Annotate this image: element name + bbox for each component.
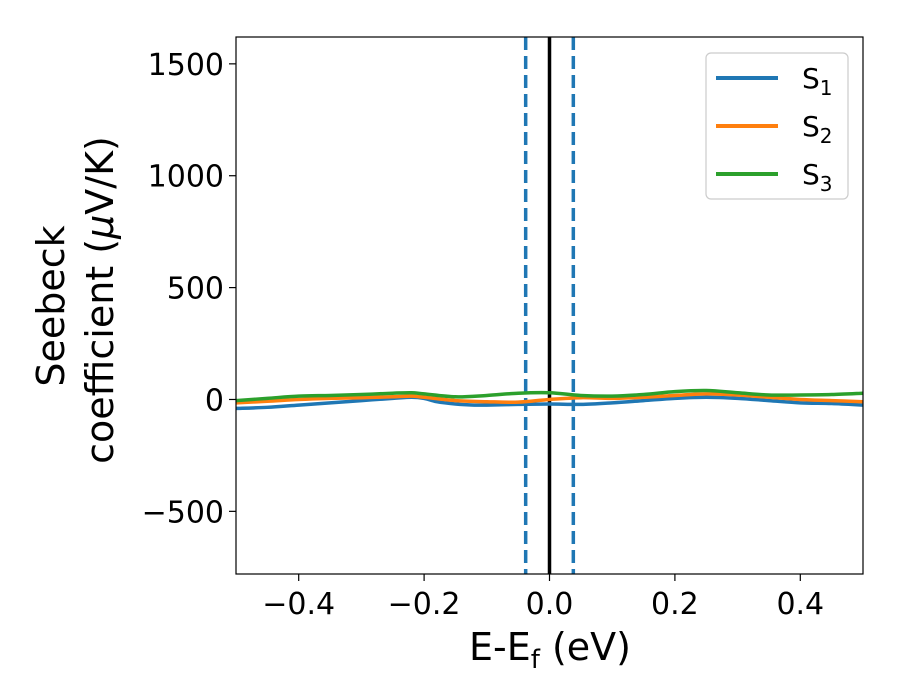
y-axis: −500 0 500 1000 1500	[142, 48, 236, 530]
y-tick-label: 500	[167, 272, 224, 307]
x-tick-label: −0.2	[388, 587, 461, 622]
series-line-s1	[236, 395, 863, 411]
x-axis-label: E-Ef (eV)	[469, 625, 631, 675]
y-axis-label-line1: Seebeck	[29, 225, 73, 386]
legend-label-s1: S1	[802, 62, 833, 100]
y-tick-label: 1000	[148, 160, 224, 195]
y-tick-label: −500	[142, 495, 224, 530]
y-axis-label-line2: coefficient (μV/K)	[78, 136, 122, 464]
x-tick-label: −0.4	[262, 587, 335, 622]
x-tick-label: 0.0	[526, 587, 574, 622]
legend-label-s2: S2	[802, 110, 833, 148]
vertical-lines	[523, 37, 576, 574]
x-tick-label: 0.4	[776, 587, 824, 622]
legend: S1 S2 S3	[705, 52, 849, 200]
series-layer	[236, 388, 863, 411]
series-line-s3	[236, 388, 863, 403]
y-tick-label: 1500	[148, 48, 224, 83]
series-line-s2	[236, 392, 863, 405]
x-tick-label: 0.2	[651, 587, 699, 622]
y-tick-label: 0	[205, 383, 224, 418]
legend-label-s3: S3	[802, 158, 833, 196]
x-axis: −0.4 −0.2 0.0 0.2 0.4	[262, 574, 824, 622]
